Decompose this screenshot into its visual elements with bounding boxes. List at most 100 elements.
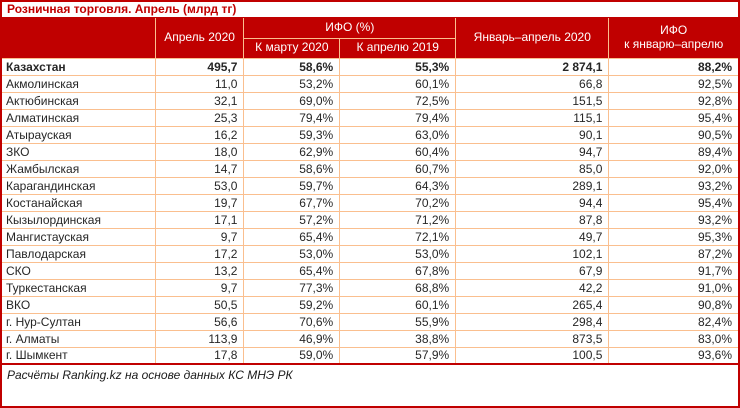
jan-apr-2020-cell: 265,4: [455, 295, 610, 314]
jan-apr-2020-cell: 49,7: [455, 227, 610, 246]
ifo-to-march-cell: 62,9%: [243, 142, 341, 161]
ifo-to-march-cell: 53,0%: [243, 244, 341, 263]
ifo-to-april-cell: 60,7%: [339, 159, 457, 178]
ifo-to-march-cell: 53,2%: [243, 74, 341, 93]
header-ifo-group: ИФО (%): [243, 18, 457, 39]
jan-apr-2020-cell: 2 874,1: [455, 57, 610, 76]
table-header: Апрель 2020 ИФО (%) Январь–апрель 2020 И…: [2, 18, 738, 59]
jan-apr-2020-cell: 42,2: [455, 278, 610, 297]
jan-apr-2020-cell: 102,1: [455, 244, 610, 263]
jan-apr-2020-cell: 873,5: [455, 329, 610, 348]
jan-apr-2020-cell: 67,9: [455, 261, 610, 280]
ifo-jan-apr-cell: 89,4%: [608, 142, 738, 161]
jan-apr-2020-cell: 87,8: [455, 210, 610, 229]
table-row: Кызылординская 17,1 57,2% 71,2% 87,8 93,…: [2, 210, 738, 229]
ifo-to-april-cell: 55,9%: [339, 312, 457, 331]
ifo-jan-apr-cell: 92,0%: [608, 159, 738, 178]
april-2020-cell: 17,1: [154, 210, 245, 229]
region-name-cell: г. Шымкент: [2, 346, 156, 365]
region-name-cell: Карагандинская: [2, 176, 156, 195]
table-row: Алматинская 25,3 79,4% 79,4% 115,1 95,4%: [2, 108, 738, 127]
region-name-cell: Атырауская: [2, 125, 156, 144]
ifo-to-april-cell: 71,2%: [339, 210, 457, 229]
ifo-jan-apr-cell: 88,2%: [608, 57, 738, 76]
april-2020-cell: 53,0: [154, 176, 245, 195]
table-row: г. Алматы 113,9 46,9% 38,8% 873,5 83,0%: [2, 329, 738, 348]
ifo-to-april-cell: 72,5%: [339, 91, 457, 110]
ifo-jan-apr-cell: 93,6%: [608, 346, 738, 365]
ifo-to-march-cell: 59,2%: [243, 295, 341, 314]
april-2020-cell: 17,2: [154, 244, 245, 263]
table-title: Розничная торговля. Апрель (млрд тг): [2, 2, 738, 18]
ifo-jan-apr-cell: 95,3%: [608, 227, 738, 246]
ifo-to-april-cell: 60,4%: [339, 142, 457, 161]
ifo-to-april-cell: 68,8%: [339, 278, 457, 297]
region-name-cell: Мангистауская: [2, 227, 156, 246]
april-2020-cell: 14,7: [154, 159, 245, 178]
ifo-to-march-cell: 65,4%: [243, 261, 341, 280]
jan-apr-2020-cell: 66,8: [455, 74, 610, 93]
table-row: ВКО 50,5 59,2% 60,1% 265,4 90,8%: [2, 295, 738, 314]
ifo-jan-apr-cell: 90,5%: [608, 125, 738, 144]
april-2020-cell: 32,1: [154, 91, 245, 110]
region-name-cell: Кызылординская: [2, 210, 156, 229]
ifo-to-april-cell: 64,3%: [339, 176, 457, 195]
table-row: ЗКО 18,0 62,9% 60,4% 94,7 89,4%: [2, 142, 738, 161]
header-ifo-cumulative: ИФО к январю–апрелю: [608, 18, 738, 59]
source-credit: Расчёты Ranking.kz на основе данных КС М…: [2, 363, 738, 384]
ifo-jan-apr-cell: 95,4%: [608, 193, 738, 212]
april-2020-cell: 25,3: [154, 108, 245, 127]
ifo-jan-apr-cell: 83,0%: [608, 329, 738, 348]
ifo-to-april-cell: 38,8%: [339, 329, 457, 348]
region-name-cell: ЗКО: [2, 142, 156, 161]
ifo-jan-apr-cell: 93,2%: [608, 176, 738, 195]
ifo-to-march-cell: 79,4%: [243, 108, 341, 127]
april-2020-cell: 113,9: [154, 329, 245, 348]
table-row: Атырауская 16,2 59,3% 63,0% 90,1 90,5%: [2, 125, 738, 144]
ifo-to-march-cell: 57,2%: [243, 210, 341, 229]
region-name-cell: Костанайская: [2, 193, 156, 212]
ifo-to-april-cell: 60,1%: [339, 295, 457, 314]
table-row: Туркестанская 9,7 77,3% 68,8% 42,2 91,0%: [2, 278, 738, 297]
ifo-to-march-cell: 70,6%: [243, 312, 341, 331]
table-row: Мангистауская 9,7 65,4% 72,1% 49,7 95,3%: [2, 227, 738, 246]
april-2020-cell: 19,7: [154, 193, 245, 212]
april-2020-cell: 16,2: [154, 125, 245, 144]
header-region: [2, 18, 156, 59]
jan-apr-2020-cell: 94,4: [455, 193, 610, 212]
ifo-to-march-cell: 69,0%: [243, 91, 341, 110]
header-ifo-cumulative-line2: к январю–апрелю: [624, 36, 724, 51]
table-row: Костанайская 19,7 67,7% 70,2% 94,4 95,4%: [2, 193, 738, 212]
region-name-cell: ВКО: [2, 295, 156, 314]
ifo-jan-apr-cell: 87,2%: [608, 244, 738, 263]
april-2020-cell: 11,0: [154, 74, 245, 93]
table-row: Актюбинская 32,1 69,0% 72,5% 151,5 92,8%: [2, 91, 738, 110]
ifo-to-april-cell: 53,0%: [339, 244, 457, 263]
header-jan-apr-2020: Январь–апрель 2020: [455, 18, 610, 59]
header-april-2020: Апрель 2020: [154, 18, 245, 59]
ifo-to-april-cell: 67,8%: [339, 261, 457, 280]
ifo-to-april-cell: 79,4%: [339, 108, 457, 127]
ifo-to-april-cell: 57,9%: [339, 346, 457, 365]
jan-apr-2020-cell: 90,1: [455, 125, 610, 144]
ifo-to-march-cell: 77,3%: [243, 278, 341, 297]
jan-apr-2020-cell: 298,4: [455, 312, 610, 331]
region-name-cell: Туркестанская: [2, 278, 156, 297]
header-ifo-cumulative-line1: ИФО: [660, 22, 688, 37]
ifo-jan-apr-cell: 90,8%: [608, 295, 738, 314]
table-body: Казахстан 495,7 58,6% 55,3% 2 874,1 88,2…: [2, 57, 738, 365]
april-2020-cell: 13,2: [154, 261, 245, 280]
ifo-to-march-cell: 59,3%: [243, 125, 341, 144]
table-row: Акмолинская 11,0 53,2% 60,1% 66,8 92,5%: [2, 74, 738, 93]
ifo-to-march-cell: 59,7%: [243, 176, 341, 195]
jan-apr-2020-cell: 289,1: [455, 176, 610, 195]
jan-apr-2020-cell: 151,5: [455, 91, 610, 110]
ifo-to-march-cell: 58,6%: [243, 57, 341, 76]
header-to-april-2019: К апрелю 2019: [339, 37, 456, 59]
region-name-cell: Акмолинская: [2, 74, 156, 93]
region-name-cell: Жамбылская: [2, 159, 156, 178]
ifo-jan-apr-cell: 92,8%: [608, 91, 738, 110]
ifo-to-march-cell: 46,9%: [243, 329, 341, 348]
region-name-cell: г. Алматы: [2, 329, 156, 348]
